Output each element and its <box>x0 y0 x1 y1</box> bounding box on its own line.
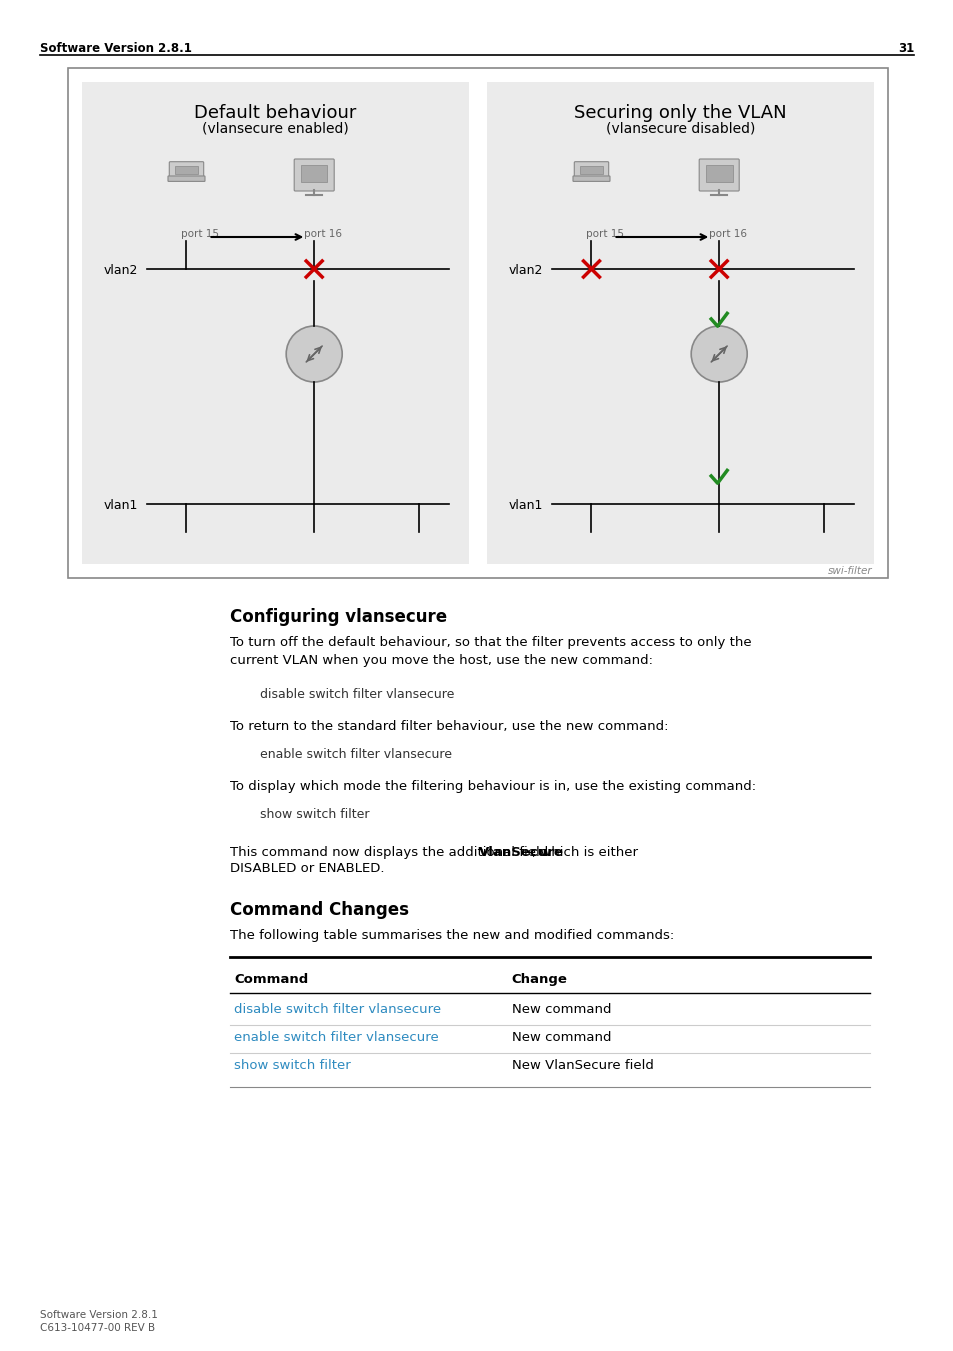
Text: show switch filter: show switch filter <box>233 1059 351 1071</box>
Text: DISABLED or ENABLED.: DISABLED or ENABLED. <box>230 862 384 875</box>
Text: disable switch filter vlansecure: disable switch filter vlansecure <box>260 688 454 701</box>
Text: New command: New command <box>511 1031 611 1044</box>
Text: vlan1: vlan1 <box>509 499 543 512</box>
Text: port 16: port 16 <box>708 230 746 239</box>
Text: , which is either: , which is either <box>532 846 638 859</box>
Text: C613-10477-00 REV B: C613-10477-00 REV B <box>40 1323 155 1333</box>
Text: Software Version 2.8.1: Software Version 2.8.1 <box>40 42 192 55</box>
Bar <box>705 165 732 182</box>
Text: Configuring vlansecure: Configuring vlansecure <box>230 608 447 626</box>
Text: (vlansecure enabled): (vlansecure enabled) <box>202 122 349 136</box>
Text: vlan2: vlan2 <box>509 263 543 277</box>
Text: 31: 31 <box>897 42 913 55</box>
FancyBboxPatch shape <box>573 176 609 181</box>
Text: disable switch filter vlansecure: disable switch filter vlansecure <box>233 1002 440 1016</box>
Text: swi-filter: swi-filter <box>827 566 872 576</box>
Text: VlanSecure: VlanSecure <box>478 846 563 859</box>
FancyBboxPatch shape <box>294 159 334 190</box>
Text: New VlanSecure field: New VlanSecure field <box>511 1059 653 1071</box>
Text: port 16: port 16 <box>304 230 342 239</box>
Text: Command: Command <box>233 973 308 986</box>
Text: vlan2: vlan2 <box>104 263 138 277</box>
FancyBboxPatch shape <box>168 176 205 181</box>
FancyBboxPatch shape <box>574 162 608 178</box>
FancyBboxPatch shape <box>699 159 739 190</box>
Circle shape <box>286 326 342 382</box>
Text: (vlansecure disabled): (vlansecure disabled) <box>605 122 755 136</box>
Text: enable switch filter vlansecure: enable switch filter vlansecure <box>233 1031 438 1044</box>
Bar <box>82 82 469 563</box>
FancyBboxPatch shape <box>169 162 204 178</box>
Text: Change: Change <box>511 973 567 986</box>
Text: vlan1: vlan1 <box>104 499 138 512</box>
Text: port 15: port 15 <box>586 230 624 239</box>
Circle shape <box>691 326 746 382</box>
Bar <box>300 165 327 182</box>
Text: port 15: port 15 <box>181 230 219 239</box>
Bar <box>68 68 887 578</box>
Text: To return to the standard filter behaviour, use the new command:: To return to the standard filter behavio… <box>230 720 668 734</box>
Bar <box>175 166 197 174</box>
Text: Command Changes: Command Changes <box>230 901 409 919</box>
Text: New command: New command <box>511 1002 611 1016</box>
Text: This command now displays the additional field: This command now displays the additional… <box>230 846 552 859</box>
Text: Default behaviour: Default behaviour <box>194 104 356 122</box>
Bar <box>579 166 602 174</box>
Text: Software Version 2.8.1: Software Version 2.8.1 <box>40 1310 157 1320</box>
Text: show switch filter: show switch filter <box>260 808 369 821</box>
Text: To display which mode the filtering behaviour is in, use the existing command:: To display which mode the filtering beha… <box>230 780 756 793</box>
Text: The following table summarises the new and modified commands:: The following table summarises the new a… <box>230 929 674 942</box>
Bar <box>486 82 873 563</box>
Text: enable switch filter vlansecure: enable switch filter vlansecure <box>260 748 452 761</box>
Text: To turn off the default behaviour, so that the filter prevents access to only th: To turn off the default behaviour, so th… <box>230 636 751 667</box>
Text: Securing only the VLAN: Securing only the VLAN <box>574 104 786 122</box>
